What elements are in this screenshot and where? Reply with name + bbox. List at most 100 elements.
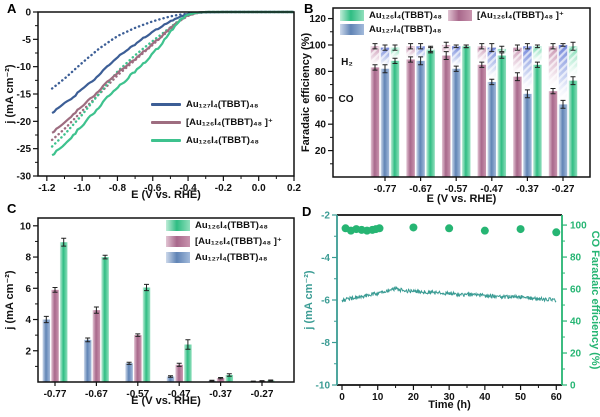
x-tick-label: -0.67 xyxy=(409,184,432,195)
legend-item-au126p: [Au₁₂₆I₄(TBBT)₄₈ ]⁺ xyxy=(448,10,564,21)
y-tick-label: -6 xyxy=(321,296,330,307)
bar-au127-co xyxy=(558,104,568,177)
panel-a-letter: A xyxy=(7,1,17,16)
error-bar xyxy=(218,377,224,380)
bar-au126p-h2-hatch xyxy=(513,47,522,77)
y-tick-label: -4 xyxy=(321,253,330,264)
legend-item-au126: Au₁₂₆I₄(TBBT)₄₈ xyxy=(340,10,444,21)
error-bar xyxy=(209,379,215,382)
bar-au127 xyxy=(125,363,133,382)
y-right-tick-label: 60 xyxy=(570,285,582,296)
error-bar xyxy=(268,379,274,382)
bar-au126-co xyxy=(497,55,507,177)
bar-au126-h2-hatch xyxy=(533,46,542,65)
bar-au126-h2-hatch xyxy=(390,47,400,61)
bar-au126 xyxy=(101,257,109,382)
x-tick-label: -0.67 xyxy=(85,389,108,400)
bar-au127-h2-hatch xyxy=(523,46,532,94)
x-tick-label: -0.47 xyxy=(168,389,191,400)
y-tick-label: 10 xyxy=(20,221,32,232)
x-tick-label: -0.6 xyxy=(144,183,162,194)
error-bar xyxy=(443,51,449,60)
y-tick-label: 80 xyxy=(315,67,327,78)
error-bar xyxy=(408,56,414,63)
y-right-tick-label: 100 xyxy=(570,221,587,232)
error-bar xyxy=(168,375,173,378)
fe-dot xyxy=(409,223,418,232)
error-bar xyxy=(550,88,556,95)
bar-au126p-co xyxy=(477,64,487,177)
bar-au126 xyxy=(142,287,151,382)
bar-au126-h2-hatch xyxy=(568,46,578,81)
panel-a-ylabel: j (mA cm⁻²) xyxy=(4,64,16,125)
y-tick-label: -5 xyxy=(22,35,31,46)
x-tick-label: 30 xyxy=(444,392,456,403)
bar-au126p-co xyxy=(370,67,380,177)
bar-au127-h2-hatch xyxy=(451,46,461,69)
y-right-tick-label: 40 xyxy=(570,317,582,328)
bar-au126p-h2-hatch xyxy=(548,46,558,92)
y-right-tick-label: 20 xyxy=(570,349,582,360)
x-tick-label: -0.57 xyxy=(445,184,468,195)
x-tick-label: 10 xyxy=(372,392,384,403)
x-tick-label: 0 xyxy=(339,392,345,403)
bar-au126p xyxy=(134,335,142,382)
y-tick-label: -10 xyxy=(316,381,331,392)
panel-b-legend: Au₁₂₆I₄(TBBT)₄₈ [Au₁₂₆I₄(TBBT)₄₈ ]⁺ Au₁₂… xyxy=(340,10,564,35)
panel-b-ylabel: Faradaic efficiency (%) xyxy=(300,33,312,153)
error-bar xyxy=(570,76,576,86)
legend-label: Au₁₂₆I₄(TBBT)₄₈ xyxy=(195,220,268,231)
error-bar xyxy=(372,43,378,50)
y-tick-label: 100 xyxy=(309,40,326,51)
x-tick-label: -0.27 xyxy=(552,184,575,195)
y-tick-label: 60 xyxy=(315,93,327,104)
au126-bar-swatch xyxy=(340,10,364,21)
legend-label: Au₁₂₆I₄(TBBT)₄₈ xyxy=(186,135,259,146)
error-bar xyxy=(534,44,540,49)
au127-line-swatch xyxy=(151,103,181,106)
bar-au127 xyxy=(166,376,175,382)
legend-item-au126p: [Au₁₂₆I₄(TBBT)₄₈ ]⁺ xyxy=(151,117,273,128)
error-bar xyxy=(372,64,378,71)
y-right-tick-label: 0 xyxy=(570,381,576,392)
panel-a-legend: Au₁₂₇I₄(TBBT)₄₈ [Au₁₂₆I₄(TBBT)₄₈ ]⁺ Au₁₂… xyxy=(151,99,273,146)
error-bar xyxy=(392,44,398,51)
axis-box xyxy=(332,7,591,178)
bar-au127-co xyxy=(416,60,425,177)
error-bar xyxy=(176,362,182,367)
legend-label: Au₁₂₆I₄(TBBT)₄₈ xyxy=(369,10,442,21)
y-tick-label: -30 xyxy=(17,172,32,183)
legend-item-au126: Au₁₂₆I₄(TBBT)₄₈ xyxy=(151,135,273,146)
j-trace xyxy=(341,285,557,303)
panel-d-ylabel-left: j (mA cm⁻²) xyxy=(303,270,315,331)
error-bar xyxy=(226,373,232,377)
curve-au127-Ar-dotted xyxy=(50,10,295,90)
error-bar xyxy=(479,43,485,50)
bar-au126-co xyxy=(461,46,471,177)
fe-dot xyxy=(516,225,525,234)
panel-b-xlabel: E (V vs. RHE) xyxy=(427,193,497,205)
au126p-bar-swatch xyxy=(166,236,190,247)
x-tick-label: -0.2 xyxy=(215,183,233,194)
y-tick-label: 0 xyxy=(25,8,31,19)
panel-a-xlabel: E (V vs. RHE) xyxy=(131,189,201,201)
error-bar xyxy=(479,61,485,68)
bar-au127-h2-hatch xyxy=(558,44,568,105)
y-tick-label: 6 xyxy=(25,284,31,295)
y-tick-label: -10 xyxy=(17,62,32,73)
bar-au126p xyxy=(92,310,101,382)
au127-bar-swatch xyxy=(340,24,364,35)
bar-au126p-co xyxy=(513,76,522,177)
x-tick-label: -0.47 xyxy=(480,184,503,195)
bar-au126p-co xyxy=(548,91,558,177)
bar-au127-co xyxy=(487,81,497,177)
error-bar xyxy=(428,45,434,53)
bar-au127-co xyxy=(523,93,532,177)
legend-item-au126p: [Au₁₂₆I₄(TBBT)₄₈ ]⁺ xyxy=(166,236,282,247)
error-bar xyxy=(524,89,530,99)
fe-dot xyxy=(480,226,489,235)
co-region-label: CO xyxy=(339,94,354,105)
error-bar xyxy=(489,78,495,86)
x-tick-label: 60 xyxy=(551,392,563,403)
